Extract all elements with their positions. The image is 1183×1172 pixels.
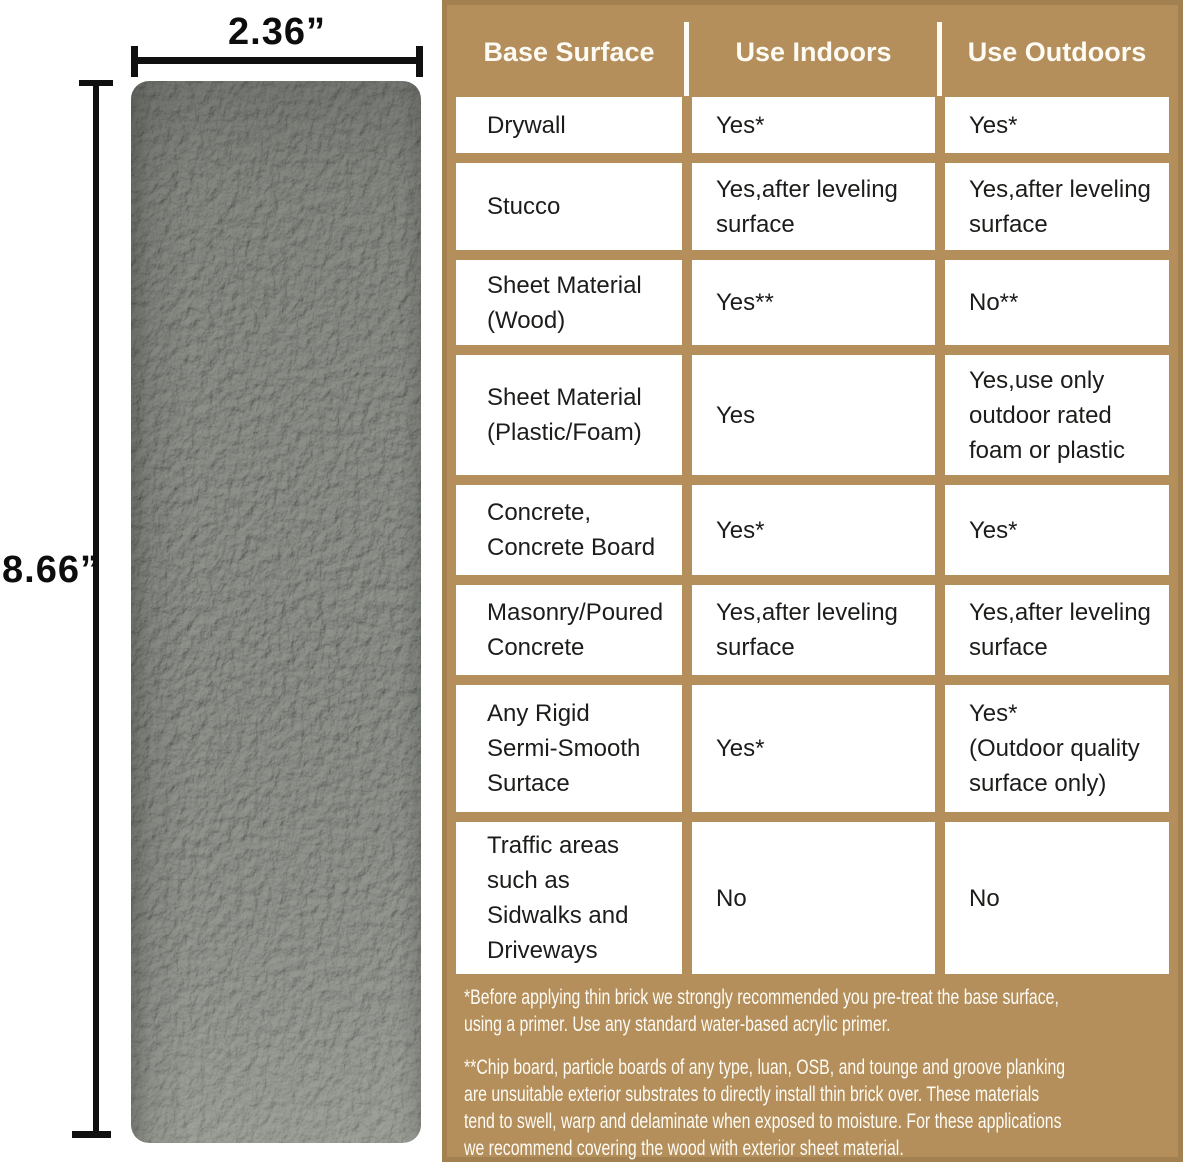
bottom-white-margin xyxy=(0,1162,1183,1172)
width-dimension-line xyxy=(133,57,422,64)
table-row-traffic-areas: Traffic areas such as Sidwalks and Drive… xyxy=(456,822,1169,974)
cell-base-surface: Drywall xyxy=(456,97,682,153)
cell-use-outdoors: Yes* (Outdoor quality surface only) xyxy=(945,685,1169,812)
cell-base-surface: Stucco xyxy=(456,163,682,250)
header-use-outdoors: Use Outdoors xyxy=(967,37,1147,67)
height-dimension-label: 8.66” xyxy=(2,549,100,591)
table-row-concrete-board: Concrete, Concrete Board Yes* Yes* xyxy=(456,485,1169,575)
header-use-indoors: Use Indoors xyxy=(735,37,892,67)
cell-use-outdoors: Yes,use only outdoor rated foam or plast… xyxy=(945,355,1169,475)
width-dimension-left-tick xyxy=(131,46,138,77)
table-row-masonry-poured-concrete: Masonry/Poured Concrete Yes,after leveli… xyxy=(456,585,1169,675)
cell-use-outdoors: Yes,after leveling surface xyxy=(945,163,1169,250)
cell-base-surface: Any Rigid Sermi-Smooth Surtace xyxy=(456,685,682,812)
cell-base-surface: Concrete, Concrete Board xyxy=(456,485,682,575)
header-divider xyxy=(937,22,942,96)
cell-base-surface: Traffic areas such as Sidwalks and Drive… xyxy=(456,822,682,974)
cell-use-outdoors: Yes* xyxy=(945,97,1169,153)
table-row-drywall: Drywall Yes* Yes* xyxy=(456,97,1169,153)
brick-sample-photo xyxy=(131,81,421,1143)
installation-surface-table-panel: Base Surface Use Indoors Use Outdoors Dr… xyxy=(442,0,1183,1162)
footnote-wood-substrates: **Chip board, particle boards of any typ… xyxy=(464,1056,1066,1160)
width-dimension-right-tick xyxy=(416,46,423,77)
cell-base-surface: Masonry/Poured Concrete xyxy=(456,585,682,675)
width-dimension-label: 2.36” xyxy=(228,11,326,53)
cell-use-indoors: Yes* xyxy=(692,685,935,812)
cell-use-outdoors: Yes* xyxy=(945,485,1169,575)
cell-use-outdoors: Yes,after leveling surface xyxy=(945,585,1169,675)
table-row-sheet-material-plastic-foam: Sheet Material (Plastic/Foam) Yes Yes,us… xyxy=(456,355,1169,475)
table-header-row: Base Surface Use Indoors Use Outdoors xyxy=(456,0,1169,97)
cell-base-surface: Sheet Material (Plastic/Foam) xyxy=(456,355,682,475)
cell-use-outdoors: No** xyxy=(945,260,1169,345)
header-divider xyxy=(684,22,689,96)
height-dimension-top-tick xyxy=(79,80,113,86)
height-dimension-bottom-tick xyxy=(72,1131,111,1138)
cell-use-indoors: Yes xyxy=(692,355,935,475)
cell-use-indoors: No xyxy=(692,822,935,974)
table-row-stucco: Stucco Yes,after leveling surface Yes,af… xyxy=(456,163,1169,250)
cell-use-indoors: Yes* xyxy=(692,485,935,575)
cell-use-indoors: Yes,after leveling surface xyxy=(692,163,935,250)
height-dimension-line xyxy=(93,82,99,1135)
cell-use-indoors: Yes** xyxy=(692,260,935,345)
footnotes-block: *Before applying thin brick we strongly … xyxy=(456,984,1169,1162)
footnote-primer: *Before applying thin brick we strongly … xyxy=(464,986,1059,1036)
header-base-surface: Base Surface xyxy=(483,37,655,67)
table-row-sheet-material-wood: Sheet Material (Wood) Yes** No** xyxy=(456,260,1169,345)
cell-use-indoors: Yes* xyxy=(692,97,935,153)
cell-use-indoors: Yes,after leveling surface xyxy=(692,585,935,675)
cell-use-outdoors: No xyxy=(945,822,1169,974)
table-row-any-rigid-semi-smooth: Any Rigid Sermi-Smooth Surtace Yes* Yes*… xyxy=(456,685,1169,812)
cell-base-surface: Sheet Material (Wood) xyxy=(456,260,682,345)
